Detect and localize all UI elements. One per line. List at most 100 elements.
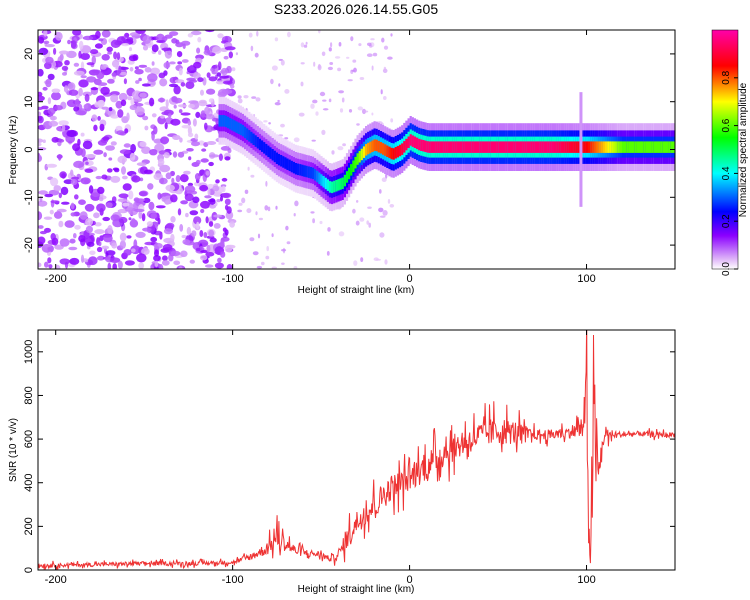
spectrogram-y-tick-label: 20 [23,48,35,60]
spectrogram-noise-blob [271,233,274,238]
spectrogram-noise-blob [153,266,159,269]
spectrogram-noise-blob [220,146,231,151]
spectrogram-noise-blob [206,88,216,95]
spectrogram-ridge-cell [384,144,387,156]
spectrogram-noise-blob [162,255,168,261]
spectrogram-noise-blob [84,93,90,102]
spectrogram-ridge-cell [617,141,620,153]
spectrogram-noise-blob [66,99,77,108]
spectrogram-noise-blob [100,64,107,70]
spectrogram-noise-blob [329,62,334,65]
spectrogram-noise-blob [150,81,156,86]
spectrogram-noise-blob [195,111,201,118]
spectrogram-ridge-cell [237,122,240,134]
spectrogram-noise-blob [128,217,132,221]
spectrogram-noise-blob [107,51,112,55]
spectrogram-noise-blob [78,87,83,97]
spectrogram-ridge-cell [600,141,603,153]
spectrogram-frame [37,29,676,270]
spectrogram-ridge-cell [420,139,423,151]
spectrogram-noise-blob [268,122,271,125]
spectrogram-noise-blob [70,40,77,49]
spectrogram-ridge-cell [447,141,450,153]
spectrogram-noise-blob [229,221,236,228]
spectrogram-ridge-cell [382,143,385,155]
spectrogram-ridge-cell [441,141,444,153]
spectrogram-noise-blob [88,256,98,266]
spectrogram-noise-blob [134,68,144,75]
spectrogram-noise-blob [88,185,94,194]
spectrogram-noise-blob [51,237,59,246]
spectrogram-noise-blob [141,247,150,255]
spectrogram-noise-blob [226,264,233,269]
spectrogram-ridge-cell [369,141,372,154]
spectrogram-noise-blob [212,46,222,54]
spectrogram-noise-blob [144,67,152,73]
spectrogram-noise-blob [376,258,381,261]
spectrogram-ridge-cell [345,171,349,183]
spectrogram-y-label: Frequency (Hz) [8,116,19,185]
spectrogram-noise-blob [80,61,85,70]
spectrogram-noise-blob [182,239,191,245]
spectrogram-noise-blob [216,199,221,203]
spectrogram-y-tick-label: 0 [23,146,35,152]
spectrogram-ridge-cell [252,133,255,145]
spectrogram-noise-blob [47,107,56,115]
spectrogram-noise-blob [284,137,289,140]
spectrogram-noise-blob [184,185,196,193]
spectrogram-noise-blob [275,205,278,210]
spectrogram-ridge-cell [224,115,228,128]
spectrogram-noise-blob [44,193,54,198]
spectrogram-noise-blob [193,72,201,79]
spectrogram-noise-blob [221,192,232,199]
spectrogram-noise-blob [359,217,365,222]
spectrogram-noise-blob [54,105,63,111]
spectrogram-noise-blob [84,203,95,212]
spectrogram-noise-blob [39,230,47,235]
spectrogram-noise-blob [111,242,118,249]
spectrogram-noise-blob [80,52,90,61]
spectrogram-noise-blob [91,114,98,122]
spectrogram-ridge-cell [271,149,274,161]
spectrogram-noise-blob [383,45,389,50]
spectrogram-noise-blob [318,30,321,34]
spectrogram-noise-blob [173,260,181,266]
colorbar-tick-label: 0.6 [721,118,732,132]
spectrogram-noise-blob [78,235,86,243]
spectrogram-ridge-cell [481,141,484,153]
spectrogram-noise-blob [177,104,188,108]
spectrogram-x-tick-label: -200 [45,273,67,285]
spectrogram-noise-blob [121,43,130,47]
spectrogram-noise-blob [164,34,173,39]
spectrogram-noise-blob [93,149,104,155]
spectrogram-noise-blob [119,149,131,155]
spectrogram-noise-blob [353,260,358,266]
spectrogram-noise-blob [200,200,211,209]
spectrogram-noise-blob [83,104,89,109]
spectrogram-noise-blob [73,160,85,168]
spectrogram-noise-blob [247,166,250,171]
spectrogram-noise-blob [107,78,115,84]
spectrogram-noise-blob [352,59,357,63]
spectrogram-noise-blob [221,89,233,95]
spectrogram-ridge-cell [280,155,283,167]
spectrogram-ridge-cell [405,138,408,151]
spectrogram-noise-blob [188,103,195,109]
spectrogram-noise-blob [346,56,350,59]
spectrogram-noise-blob [196,221,200,230]
spectrogram-noise-blob [280,59,285,66]
spectrogram-noise-blob [158,264,164,269]
spectrogram-noise-blob [337,146,344,151]
spectrogram-y-tick-label: 10 [23,96,35,108]
spectrogram-noise-blob [102,136,110,141]
spectrogram-noise-blob [213,223,221,229]
spectrogram-noise-blob [69,257,80,265]
spectrogram-noise-blob [166,222,175,229]
colorbar-tick-label: 0.8 [721,70,732,84]
spectrogram-noise-blob [180,250,188,258]
spectrogram-noise-blob [135,231,146,238]
spectrogram-noise-blob [167,113,172,118]
spectrogram-noise-blob [356,200,359,203]
spectrogram-ridge-cell [449,141,453,153]
spectrogram-noise-blob [154,249,159,257]
